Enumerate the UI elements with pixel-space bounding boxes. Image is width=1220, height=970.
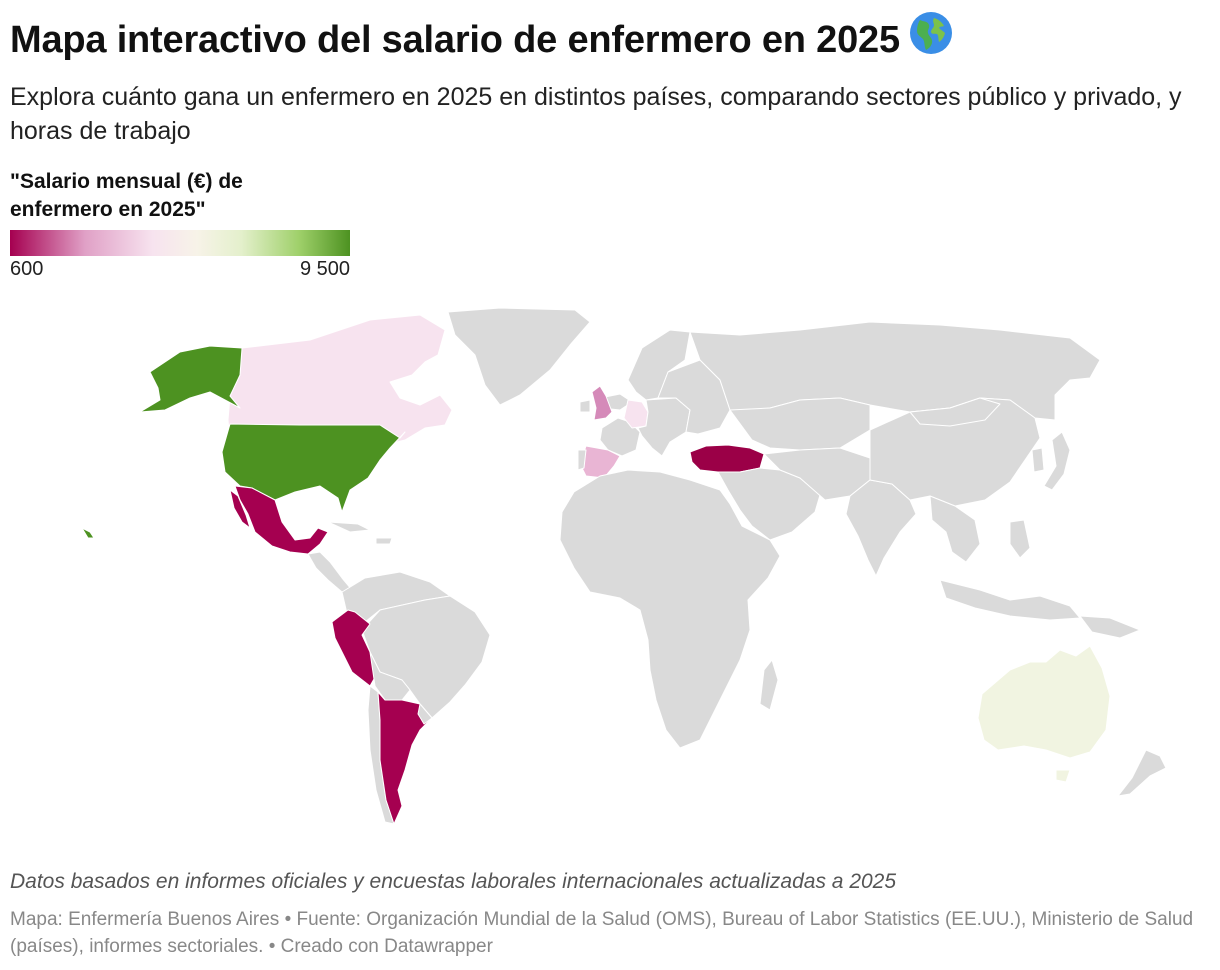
region-caribbean[interactable] (327, 521, 371, 533)
country-france[interactable] (599, 417, 641, 457)
country-portugal[interactable] (577, 449, 587, 471)
country-philippines[interactable] (1009, 519, 1031, 559)
legend-max-label: 9 500 (299, 258, 350, 280)
country-baja-california[interactable] (229, 489, 251, 529)
region-middle-east[interactable] (717, 467, 821, 541)
country-united-kingdom[interactable] (591, 385, 613, 421)
region-central-europe[interactable] (637, 397, 691, 457)
legend-labels: 600 9 500 (10, 258, 350, 284)
country-argentina[interactable] (377, 691, 433, 825)
chart-notes: Datos basados en informes oficiales y en… (10, 870, 897, 893)
region-scandinavia[interactable] (627, 329, 691, 401)
color-legend: "Salario mensual (€) de enfermero en 202… (10, 168, 350, 284)
country-turkey[interactable] (689, 444, 765, 473)
region-new-guinea[interactable] (1079, 615, 1141, 639)
country-russia[interactable] (689, 321, 1101, 421)
country-united-states[interactable] (221, 423, 406, 513)
country-new-zealand[interactable] (1117, 749, 1167, 797)
region-bolivia-paraguay[interactable] (369, 651, 411, 701)
country-mongolia[interactable] (909, 397, 1001, 427)
country-greenland[interactable] (447, 307, 591, 406)
region-hawaii[interactable] (81, 527, 95, 539)
region-korea[interactable] (1031, 447, 1045, 473)
country-uruguay[interactable] (417, 703, 433, 725)
region-africa[interactable] (559, 469, 781, 749)
country-australia[interactable] (977, 645, 1111, 759)
region-tasmania[interactable] (1055, 769, 1071, 783)
country-alaska[interactable] (139, 345, 243, 413)
region-caribbean-east[interactable] (375, 537, 393, 545)
legend-min-label: 600 (10, 258, 44, 280)
region-central-america[interactable] (307, 551, 353, 593)
country-japan[interactable] (1043, 431, 1071, 491)
chart-title: Mapa interactivo del salario de enfermer… (10, 10, 954, 66)
country-ireland[interactable] (579, 399, 591, 413)
world-map[interactable] (80, 300, 1200, 840)
country-madagascar[interactable] (759, 659, 779, 711)
chart-subtitle: Explora cuánto gana un enfermero en 2025… (10, 83, 1182, 145)
country-mexico[interactable] (234, 485, 329, 555)
chart-title-text: Mapa interactivo del salario de enfermer… (10, 19, 900, 61)
legend-gradient-bar (10, 230, 350, 256)
globe-icon (908, 10, 954, 66)
chart-source: Mapa: Enfermería Buenos Aires • Fuente: … (10, 909, 1194, 957)
world-map-svg[interactable] (80, 300, 1200, 840)
region-southeast-asia[interactable] (929, 495, 981, 563)
legend-title: "Salario mensual (€) de enfermero en 202… (10, 170, 243, 221)
region-indonesia[interactable] (939, 579, 1081, 621)
